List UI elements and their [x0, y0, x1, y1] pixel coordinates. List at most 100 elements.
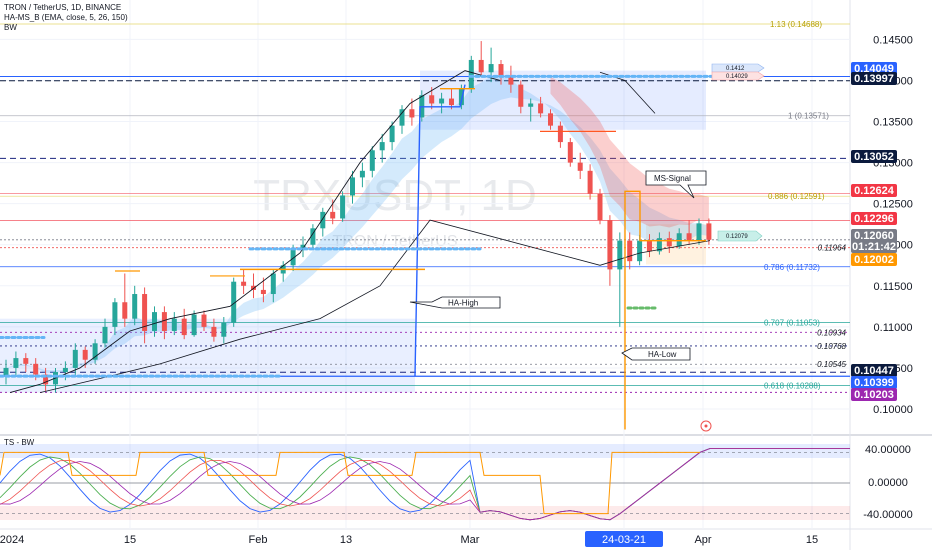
- oscillator-axis-ticks: 40.00000 0.00000 -40.00000: [863, 444, 913, 521]
- candle-body: [359, 170, 365, 178]
- candle-body: [409, 109, 415, 118]
- badge-0.13052: 0.13052: [851, 150, 897, 163]
- main-pane[interactable]: [0, 0, 850, 432]
- candle-body: [132, 294, 138, 319]
- annotation-ha-high[interactable]: HA-High: [409, 296, 501, 309]
- annotation-ms-signal-text: MS-Signal: [654, 174, 691, 183]
- svg-text:0.13052: 0.13052: [854, 151, 894, 163]
- candle-body: [300, 244, 306, 249]
- price-badges: 0.14049 0.13997 0.13052 0.12624 0.12296 …: [851, 62, 897, 401]
- x-tick-24-03-21: 24-03-21: [602, 534, 646, 546]
- small-tags: 0.1412 0.14029 0.12079: [711, 63, 765, 242]
- countdown-timer: 01:21:42: [852, 241, 896, 253]
- alert-icon[interactable]: [700, 420, 712, 432]
- symbol-legend[interactable]: TRON / TetherUS, 1D, BINANCE: [4, 3, 122, 12]
- price-axis-ticks: 0.14500 0.14000 0.13500 0.13000 0.12500 …: [873, 34, 913, 416]
- x-tick-apr: Apr: [694, 534, 711, 546]
- indicator-legend-bw[interactable]: BW: [4, 23, 17, 32]
- oscillator-legend[interactable]: TS - BW: [4, 438, 35, 447]
- ema-band-red: [550, 76, 709, 228]
- candles: [3, 41, 712, 393]
- ema-bands: [6, 76, 709, 374]
- y-tick-0.135: 0.13500: [873, 117, 913, 129]
- candle-body: [488, 64, 494, 73]
- badge-0.12296: 0.12296: [851, 212, 897, 225]
- badge-0.10203: 0.10203: [851, 388, 897, 401]
- candle-body: [112, 302, 118, 327]
- candle-body: [320, 211, 326, 229]
- fib-label-0.618: 0.618 (0.10288): [764, 381, 821, 390]
- candle-body: [102, 326, 108, 344]
- candle-body: [637, 240, 643, 262]
- candle-body: [92, 343, 98, 360]
- fib-label-1: 1 (0.13571): [788, 112, 829, 121]
- osc-tick-40: 40.00000: [865, 444, 911, 456]
- x-tick-mar: Mar: [461, 534, 480, 546]
- dot-lines: [0, 74, 714, 378]
- candle-body: [696, 223, 702, 241]
- candle-body: [666, 238, 672, 247]
- candle-body: [350, 177, 355, 196]
- indicator-legend-ha-ms[interactable]: HA-MS_B (EMA, close, 5, 26, 150): [4, 13, 128, 22]
- candle-body: [518, 84, 524, 107]
- svg-text:0.12624: 0.12624: [854, 185, 895, 197]
- tag-0.14029: 0.14029: [726, 74, 748, 80]
- candle-body: [458, 88, 464, 106]
- candle-body: [260, 289, 266, 295]
- badge-0.12624: 0.12624: [851, 184, 897, 197]
- svg-text:0.10447: 0.10447: [854, 365, 894, 377]
- candle-body: [290, 248, 296, 266]
- y-tick-0.110: 0.11000: [874, 322, 913, 334]
- candle-body: [656, 238, 662, 252]
- level-label-0.10768: 0.10768: [817, 342, 846, 351]
- svg-text:0.10203: 0.10203: [854, 389, 894, 401]
- badge-0.13997: 0.13997: [851, 72, 897, 85]
- candle-body: [706, 223, 712, 240]
- candle-body: [330, 211, 336, 219]
- ha-high-step: [414, 84, 466, 377]
- y-tick-0.145: 0.14500: [873, 34, 913, 46]
- ema-band: [6, 76, 709, 374]
- y-tick-0.100: 0.10000: [873, 404, 913, 416]
- candle-body: [399, 109, 405, 126]
- candle-body: [340, 195, 346, 219]
- candle-body: [142, 294, 148, 331]
- candle-body: [478, 59, 484, 73]
- candle-body: [62, 367, 68, 373]
- svg-text:0.13997: 0.13997: [854, 73, 894, 85]
- candle-body: [3, 367, 9, 377]
- candle-body: [627, 240, 633, 262]
- candle-body: [587, 170, 593, 194]
- level-label-0.11964: 0.11964: [818, 244, 847, 253]
- level-lines: [0, 23, 850, 393]
- annotation-ha-high-text: HA-High: [448, 299, 478, 308]
- badge-0.10447: 0.10447: [851, 364, 897, 377]
- candle-body: [43, 374, 49, 385]
- x-tick-13: 13: [340, 534, 352, 546]
- badge-0.10399: 0.10399: [851, 376, 897, 389]
- signal-zone: [646, 224, 706, 265]
- candle-body: [498, 64, 504, 77]
- candle-body: [270, 273, 276, 295]
- osc-tick-minus40: -40.00000: [863, 509, 913, 521]
- osc-purple: [0, 448, 850, 521]
- osc-upper-band: [0, 444, 850, 458]
- time-axis[interactable]: 2024 15 Feb 13 Mar 24-03-21 Apr 15: [0, 531, 818, 547]
- candle-body: [181, 318, 187, 336]
- candle-body: [567, 142, 573, 163]
- x-tick-highlight: [585, 531, 663, 547]
- indicator-lines: [9, 70, 711, 430]
- osc-orange: [0, 451, 700, 515]
- ha-trend-line: [9, 70, 501, 394]
- x-tick-15: 15: [124, 534, 136, 546]
- watermark-name: TRON / TetherUS: [332, 233, 457, 250]
- ha-zone-low: [0, 318, 415, 393]
- candle-body: [152, 312, 157, 331]
- candle-body: [528, 103, 534, 107]
- candle-body: [597, 193, 603, 221]
- annotation-ms-signal[interactable]: MS-Signal: [645, 170, 707, 199]
- annotation-ha-low[interactable]: HA-Low: [621, 347, 691, 361]
- candle-body: [231, 281, 237, 323]
